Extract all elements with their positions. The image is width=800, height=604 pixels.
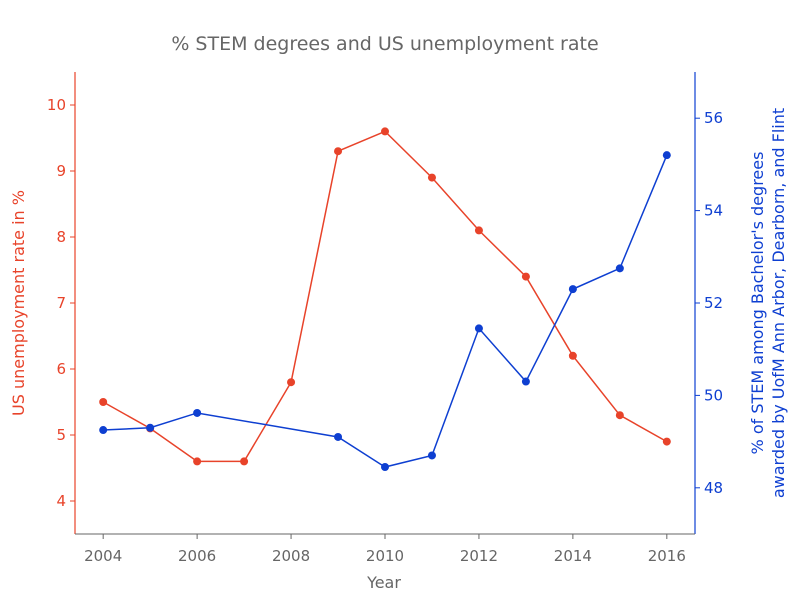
left-axis: 4 5 6 7 8 9 10 [47,72,76,534]
data-point-left [662,437,671,446]
left-tick-label: 5 [56,426,66,444]
data-point-right [193,408,202,417]
data-point-right [381,463,389,472]
data-point-left [615,411,624,420]
x-axis: 2004 2006 2008 2010 2012 2014 2016 [75,533,695,565]
x-tick-label: 2016 [648,547,686,565]
right-tick-label: 50 [704,386,723,404]
x-tick-label: 2004 [84,547,122,565]
left-axis-label: US unemployment rate in % [9,190,28,416]
x-tick-label: 2010 [366,547,404,565]
data-point-left [427,173,436,182]
right-tick-label: 56 [704,109,723,127]
left-tick-label: 10 [47,96,66,114]
data-point-left [521,272,530,281]
data-point-left [99,398,108,406]
data-point-right [334,432,343,441]
data-point-left [334,147,343,156]
right-tick-label: 54 [704,202,723,220]
series-line-left [102,130,668,463]
data-point-left [568,351,577,360]
data-point-right [662,151,671,160]
x-tick-label: 2014 [554,547,592,565]
x-axis-label: Year [366,573,401,592]
data-point-right [427,451,436,460]
data-point-left [474,226,483,235]
x-tick-label: 2008 [272,547,310,565]
data-point-right [146,423,155,432]
data-point-left [381,127,389,136]
left-tick-label: 7 [56,294,66,312]
right-axis-label-line-2: awarded by UofM Ann Arbor, Dearborn, and… [769,108,788,498]
chart-title: % STEM degrees and US unemployment rate [171,33,598,55]
data-point-right [99,426,108,435]
left-tick-label: 9 [56,162,66,180]
data-point-right [615,264,624,273]
data-point-right [474,324,483,333]
series-layer [99,127,671,472]
left-tick-label: 8 [56,228,66,246]
right-axis-label-line-1: % of STEM among Bachelor's degrees [748,152,767,455]
x-tick-label: 2006 [178,547,216,565]
series-line-right [103,154,668,468]
data-point-right [568,285,577,294]
data-point-left [240,457,249,466]
data-point-right [521,377,530,386]
right-axis: 48 50 52 54 56 [694,72,723,534]
data-point-left [287,378,296,387]
left-tick-label: 6 [56,360,66,378]
x-tick-label: 2012 [460,547,498,565]
left-tick-label: 4 [56,492,66,510]
right-tick-label: 52 [704,294,723,312]
data-point-left [193,457,202,466]
right-tick-label: 48 [704,479,723,497]
